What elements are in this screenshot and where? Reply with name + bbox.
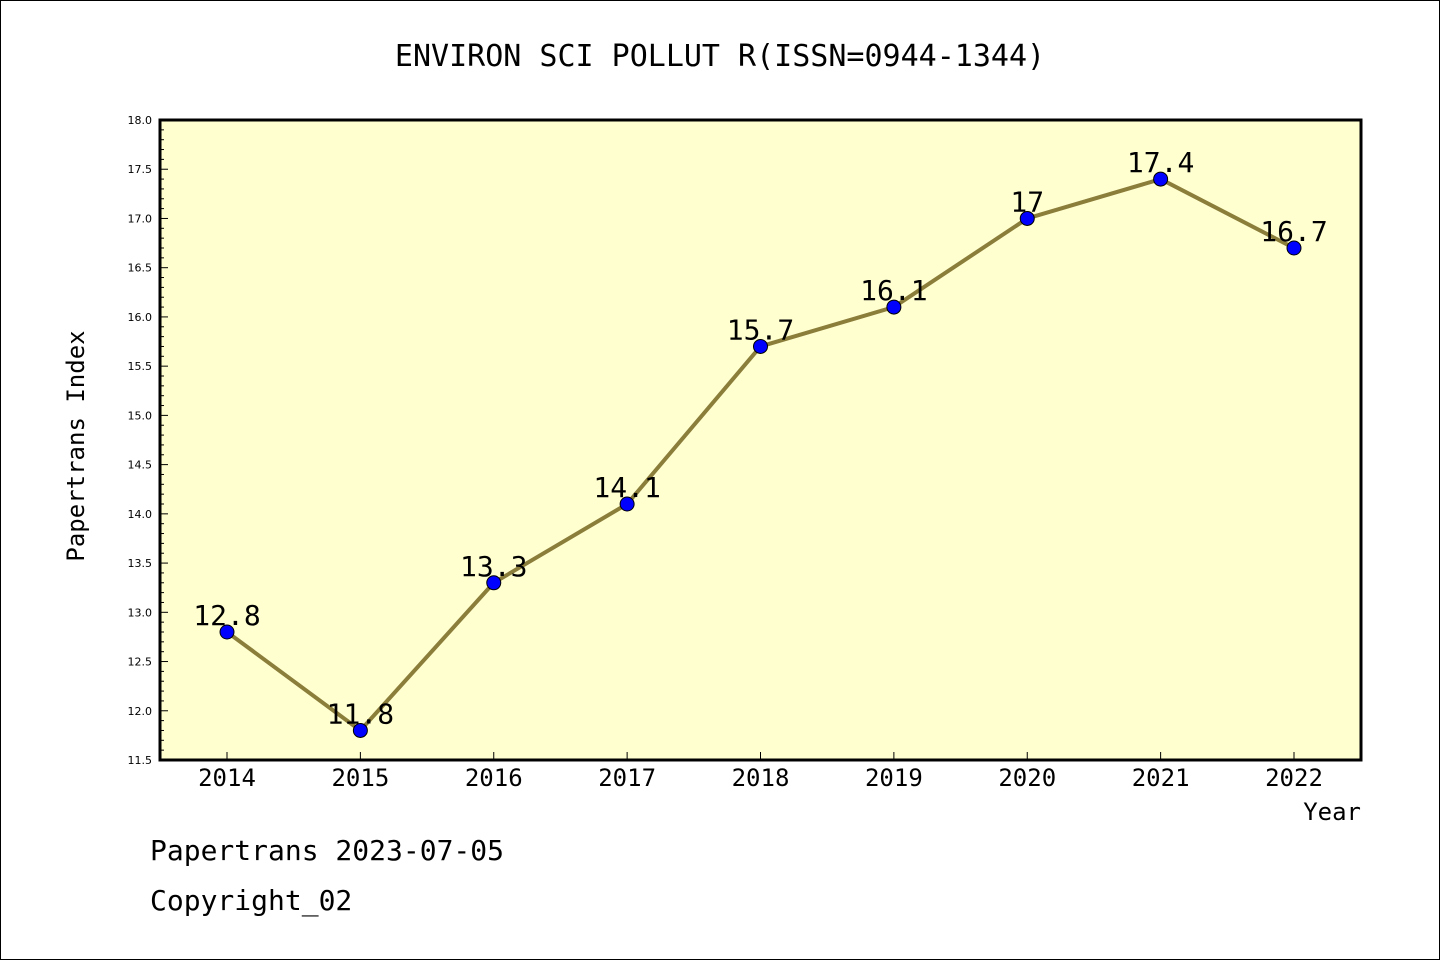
x-axis-label: Year [1303,798,1361,826]
y-tick-label: 17.5 [128,163,153,176]
data-label: 15.7 [727,313,794,346]
data-label: 11.8 [327,697,394,730]
x-tick-label: 2016 [465,764,523,792]
data-point [1286,240,1302,256]
y-tick-label: 16.0 [128,311,153,324]
data-point [1153,171,1169,187]
data-point [1019,210,1035,226]
y-tick-label: 15.5 [128,360,153,373]
data-label: 14.1 [593,471,660,504]
x-tick-label: 2015 [331,764,389,792]
y-axis-label: Papertrans Index [62,330,90,561]
y-tick-label: 11.5 [128,754,153,767]
x-tick-label: 2022 [1265,764,1323,792]
data-label: 16.1 [860,274,927,307]
x-tick-label: 2017 [598,764,656,792]
data-label: 16.7 [1260,215,1327,248]
data-point [352,722,368,738]
y-tick-label: 15.0 [128,409,153,422]
data-point [886,299,902,315]
data-point [619,496,635,512]
y-tick-label: 14.5 [128,459,153,472]
y-tick-label: 13.0 [128,606,153,619]
x-tick-label: 2019 [865,764,923,792]
y-tick-label: 17.0 [128,212,153,225]
footer-date: Papertrans 2023-07-05 [150,834,505,867]
footer-copyright: Copyright_02 [150,884,353,917]
data-label: 13.3 [460,550,527,583]
x-tick-label: 2018 [732,764,790,792]
y-tick-label: 12.0 [128,705,153,718]
data-label: 17.4 [1127,146,1194,179]
y-tick-label: 14.0 [128,508,153,521]
x-tick-label: 2020 [998,764,1056,792]
x-tick-label: 2021 [1132,764,1190,792]
y-axis: 11.5 12.0 12.5 13.0 13.5 14.0 14.5 15.0 15.5 16.0… [128,114,168,767]
data-point [486,575,502,591]
data-label: 12.8 [193,599,260,632]
data-point [753,338,768,354]
series: 12.8 11.8 13.3 14.1 15.7 16.1 17 17.4 16.7 [193,146,1328,738]
x-axis: 2014 2015 2016 2017 2018 2019 2020 2021 2022 [198,752,1323,792]
y-tick-label: 12.5 [128,656,153,669]
plot-area [158,118,1363,762]
x-tick-label: 2014 [198,764,256,792]
y-tick-label: 18.0 [128,114,153,127]
y-tick-label: 13.5 [128,557,153,570]
data-label: 17 [1010,185,1044,218]
y-tick-label: 16.5 [128,262,153,275]
data-point [219,624,235,640]
chart-title: ENVIRON SCI POLLUT R(ISSN=0944-1344) [395,39,1045,74]
